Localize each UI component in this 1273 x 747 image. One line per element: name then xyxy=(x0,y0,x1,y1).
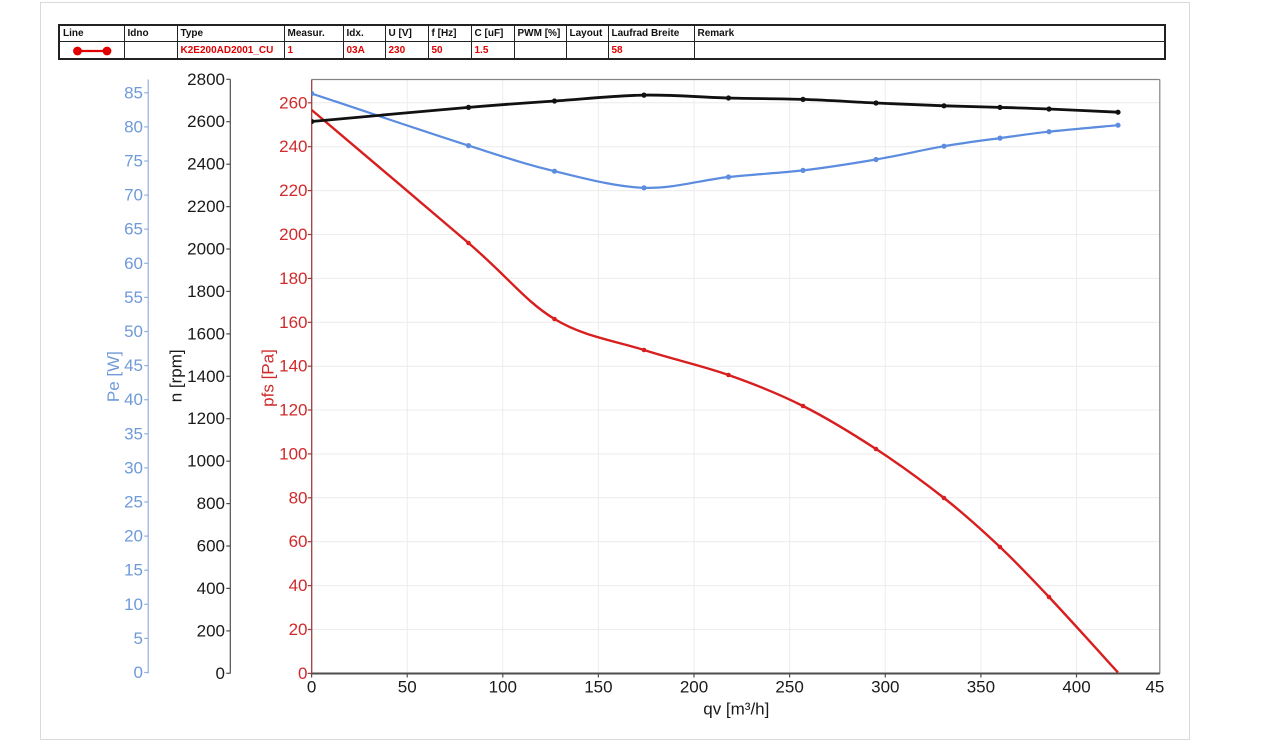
svg-text:25: 25 xyxy=(124,493,143,512)
svg-text:1400: 1400 xyxy=(187,367,225,386)
svg-text:1800: 1800 xyxy=(187,282,225,301)
svg-text:300: 300 xyxy=(871,678,899,697)
svg-text:2600: 2600 xyxy=(187,112,225,131)
svg-text:qv [m³/h]: qv [m³/h] xyxy=(703,699,769,718)
svg-text:5: 5 xyxy=(134,629,143,648)
svg-text:1600: 1600 xyxy=(187,324,225,343)
svg-text:800: 800 xyxy=(197,494,225,513)
svg-text:80: 80 xyxy=(124,117,143,136)
svg-text:45: 45 xyxy=(1145,678,1164,697)
svg-text:350: 350 xyxy=(967,678,995,697)
svg-text:Pe [W]: Pe [W] xyxy=(104,351,123,402)
svg-text:0: 0 xyxy=(134,663,143,682)
svg-text:260: 260 xyxy=(279,93,307,112)
svg-text:250: 250 xyxy=(775,678,803,697)
svg-text:1200: 1200 xyxy=(187,409,225,428)
svg-text:10: 10 xyxy=(124,595,143,614)
svg-text:40: 40 xyxy=(124,390,143,409)
svg-text:150: 150 xyxy=(584,678,612,697)
svg-text:100: 100 xyxy=(489,678,517,697)
svg-text:220: 220 xyxy=(279,181,307,200)
svg-text:1000: 1000 xyxy=(187,452,225,471)
svg-text:50: 50 xyxy=(398,678,417,697)
svg-text:55: 55 xyxy=(124,288,143,307)
svg-text:200: 200 xyxy=(680,678,708,697)
svg-text:30: 30 xyxy=(124,458,143,477)
svg-text:75: 75 xyxy=(124,152,143,171)
svg-text:0: 0 xyxy=(298,664,307,683)
svg-text:35: 35 xyxy=(124,424,143,443)
svg-text:2200: 2200 xyxy=(187,197,225,216)
svg-text:70: 70 xyxy=(124,186,143,205)
svg-text:65: 65 xyxy=(124,220,143,239)
svg-text:400: 400 xyxy=(197,579,225,598)
svg-text:60: 60 xyxy=(124,254,143,273)
svg-text:2400: 2400 xyxy=(187,155,225,174)
svg-text:120: 120 xyxy=(279,401,307,420)
svg-text:240: 240 xyxy=(279,137,307,156)
svg-text:160: 160 xyxy=(279,313,307,332)
svg-text:80: 80 xyxy=(289,488,308,507)
svg-text:0: 0 xyxy=(307,678,316,697)
svg-text:20: 20 xyxy=(124,527,143,546)
svg-text:45: 45 xyxy=(124,356,143,375)
svg-text:60: 60 xyxy=(289,532,308,551)
svg-text:40: 40 xyxy=(289,576,308,595)
svg-text:2000: 2000 xyxy=(187,240,225,259)
svg-text:pfs [Pa]: pfs [Pa] xyxy=(258,349,277,407)
svg-text:2800: 2800 xyxy=(187,70,225,89)
svg-text:140: 140 xyxy=(279,357,307,376)
svg-text:50: 50 xyxy=(124,322,143,341)
svg-text:600: 600 xyxy=(197,537,225,556)
svg-text:15: 15 xyxy=(124,561,143,580)
svg-text:20: 20 xyxy=(289,620,308,639)
svg-text:400: 400 xyxy=(1062,678,1090,697)
svg-text:0: 0 xyxy=(216,664,225,683)
svg-text:n [rpm]: n [rpm] xyxy=(167,349,186,402)
svg-text:100: 100 xyxy=(279,444,307,463)
svg-text:85: 85 xyxy=(124,83,143,102)
svg-text:200: 200 xyxy=(279,225,307,244)
svg-text:200: 200 xyxy=(197,621,225,640)
svg-text:180: 180 xyxy=(279,269,307,288)
